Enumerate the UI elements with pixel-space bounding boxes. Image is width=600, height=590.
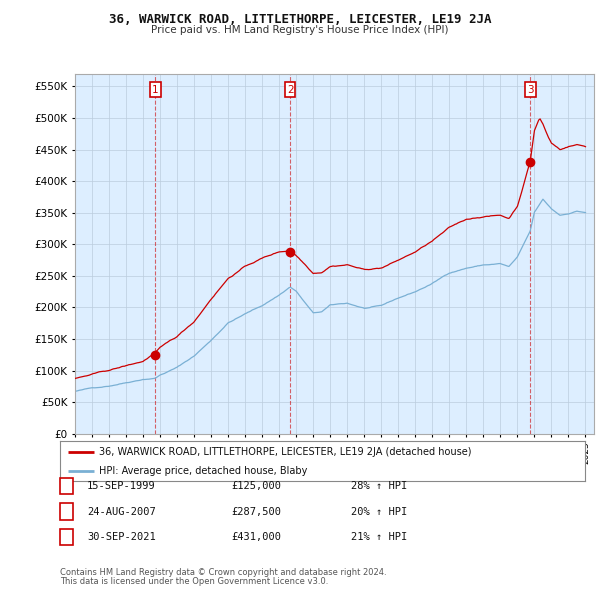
Text: 30-SEP-2021: 30-SEP-2021 [87, 532, 156, 542]
Text: 2: 2 [287, 84, 293, 94]
Text: 36, WARWICK ROAD, LITTLETHORPE, LEICESTER, LE19 2JA (detached house): 36, WARWICK ROAD, LITTLETHORPE, LEICESTE… [100, 447, 472, 457]
Text: 1: 1 [152, 84, 158, 94]
Text: 15-SEP-1999: 15-SEP-1999 [87, 481, 156, 491]
Text: 36, WARWICK ROAD, LITTLETHORPE, LEICESTER, LE19 2JA: 36, WARWICK ROAD, LITTLETHORPE, LEICESTE… [109, 13, 491, 26]
Text: 21% ↑ HPI: 21% ↑ HPI [351, 532, 407, 542]
Text: 3: 3 [63, 532, 70, 542]
Text: Price paid vs. HM Land Registry's House Price Index (HPI): Price paid vs. HM Land Registry's House … [151, 25, 449, 35]
Text: 3: 3 [527, 84, 533, 94]
Text: 28% ↑ HPI: 28% ↑ HPI [351, 481, 407, 491]
Text: This data is licensed under the Open Government Licence v3.0.: This data is licensed under the Open Gov… [60, 578, 328, 586]
Text: £287,500: £287,500 [231, 507, 281, 516]
Text: £431,000: £431,000 [231, 532, 281, 542]
Text: 20% ↑ HPI: 20% ↑ HPI [351, 507, 407, 516]
Text: Contains HM Land Registry data © Crown copyright and database right 2024.: Contains HM Land Registry data © Crown c… [60, 568, 386, 577]
Text: £125,000: £125,000 [231, 481, 281, 491]
Text: HPI: Average price, detached house, Blaby: HPI: Average price, detached house, Blab… [100, 466, 308, 476]
Text: 24-AUG-2007: 24-AUG-2007 [87, 507, 156, 516]
Text: 2: 2 [63, 507, 70, 516]
Text: 1: 1 [63, 481, 70, 491]
